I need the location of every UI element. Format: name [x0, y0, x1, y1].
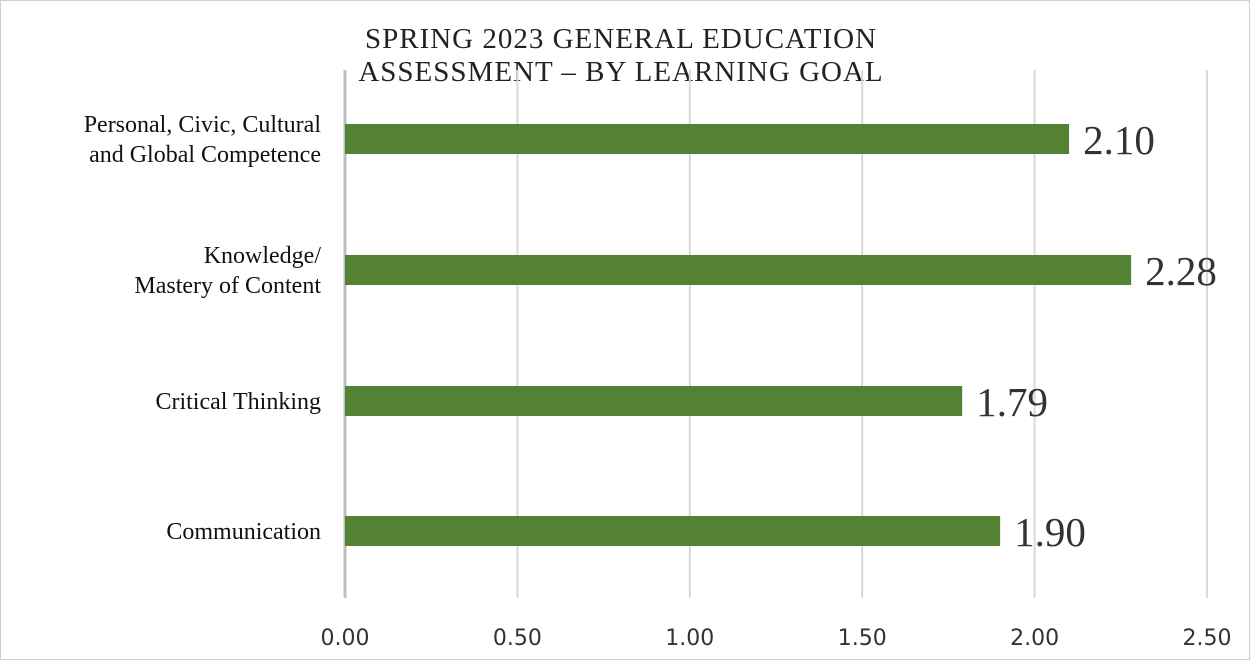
category-label-3-0: Communication: [166, 519, 321, 545]
category-label-1-0: Knowledge/: [204, 243, 322, 269]
bar-1: [345, 255, 1132, 285]
chart-title: SPRING 2023 GENERAL EDUCATION ASSESSMENT…: [251, 23, 991, 89]
x-tick-label-5: 2.50: [1183, 626, 1232, 651]
x-tick-label-1: 0.50: [493, 626, 542, 651]
x-tick-label-2: 1.00: [665, 626, 714, 651]
chart-title-line-1: SPRING 2023 GENERAL EDUCATION: [364, 23, 878, 55]
bar-0: [345, 124, 1070, 154]
data-label-0: 2.10: [1083, 117, 1155, 163]
data-label-3: 1.90: [1014, 509, 1086, 555]
x-tick-label-0: 0.00: [321, 626, 370, 651]
bar-2: [345, 386, 963, 416]
category-label-2-0: Critical Thinking: [155, 389, 321, 415]
x-tick-label-4: 2.00: [1010, 626, 1059, 651]
bar-3: [345, 516, 1001, 546]
category-label-0-0: Personal, Civic, Cultural: [84, 112, 322, 138]
data-label-2: 1.79: [976, 379, 1048, 425]
chart-title-line-2: ASSESSMENT – BY LEARNING GOAL: [358, 56, 884, 88]
x-tick-label-3: 1.50: [838, 626, 887, 651]
category-label-0-1: and Global Competence: [89, 142, 321, 168]
category-label-1-1: Mastery of Content: [134, 273, 321, 299]
data-label-1: 2.28: [1145, 248, 1217, 294]
